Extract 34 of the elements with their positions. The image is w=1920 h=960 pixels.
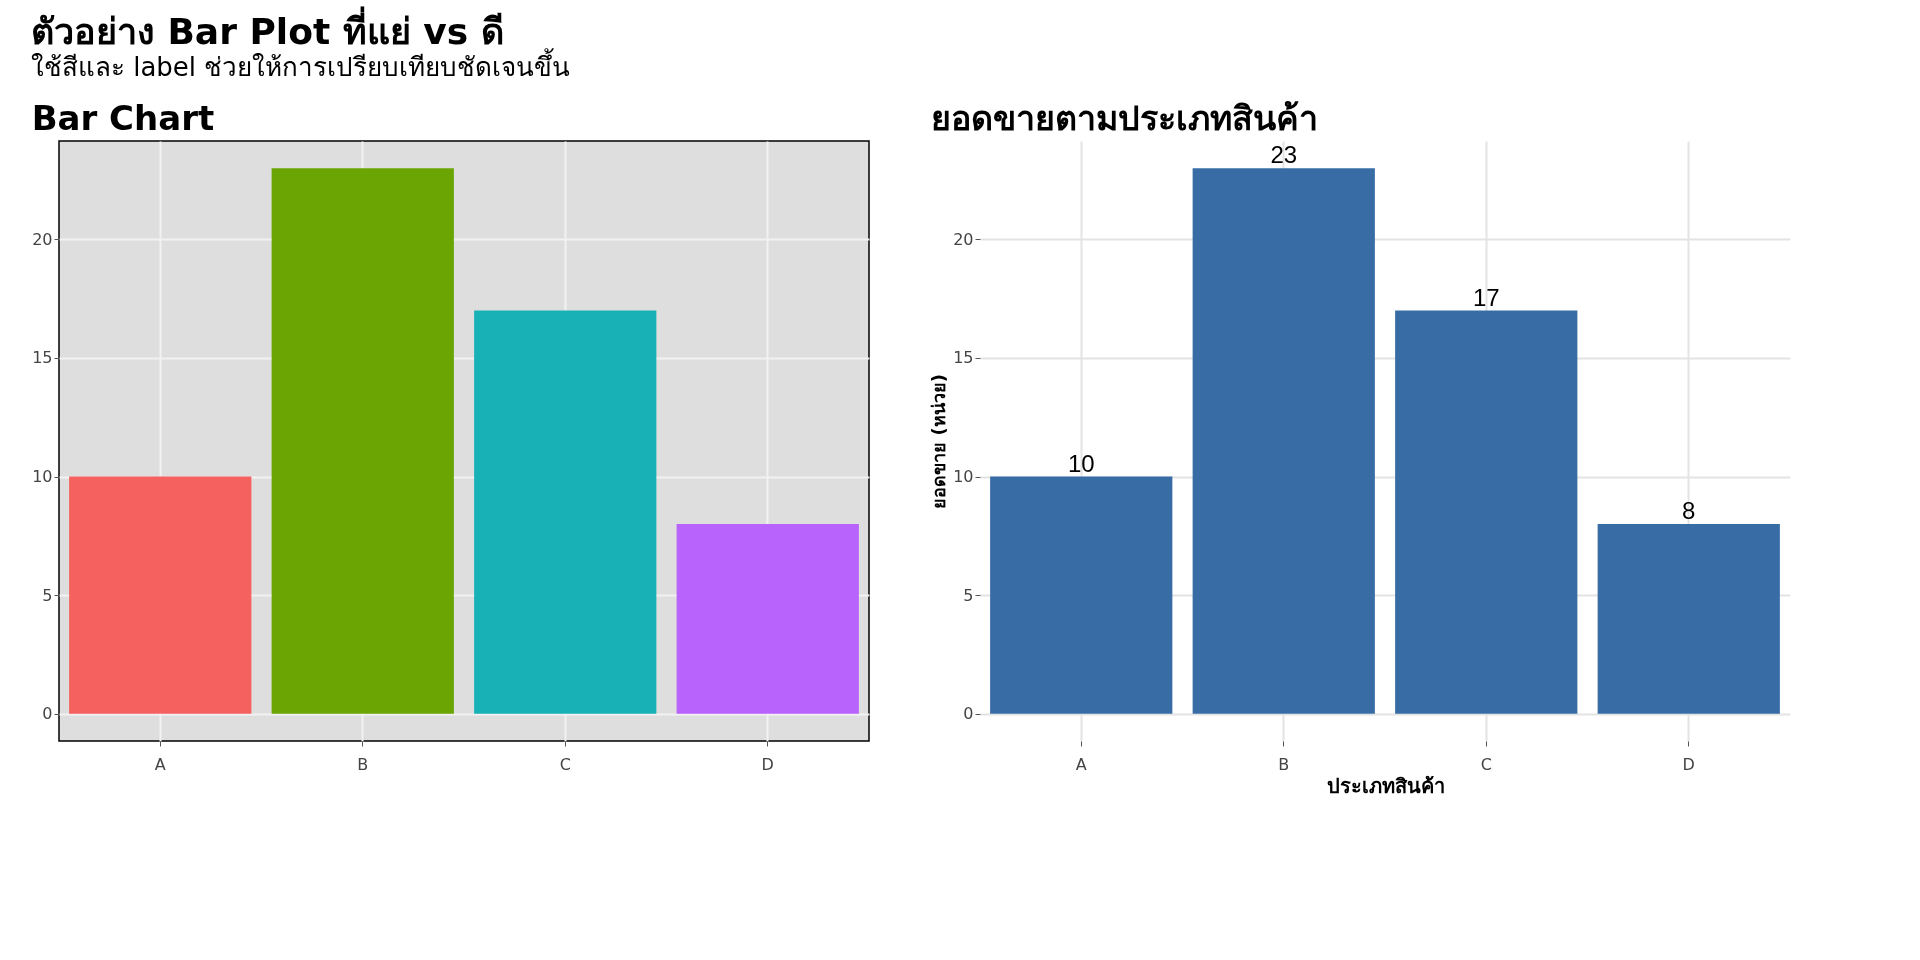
x-axis-title: ประเภทสินค้า <box>1326 773 1445 798</box>
y-tick-label: 15 <box>32 348 53 368</box>
y-tick-label: 10 <box>953 467 974 487</box>
bar <box>474 310 657 714</box>
x-tick-label: D <box>1682 754 1695 774</box>
x-tick-label: D <box>761 754 774 774</box>
data-label: 8 <box>1682 497 1696 524</box>
x-tick-label: B <box>357 754 369 774</box>
y-tick-label: 10 <box>32 467 53 487</box>
y-axis-title: ยอดขาย (หน่วย) <box>928 374 950 509</box>
y-tick-label: 0 <box>963 704 974 724</box>
x-tick-label: A <box>154 754 166 774</box>
chart-title: ยอดขายตามประเภทสินค้า <box>930 98 1318 138</box>
y-tick-label: 5 <box>42 585 53 605</box>
data-label: 10 <box>1067 449 1095 477</box>
y-tick-label: 15 <box>953 348 974 368</box>
bar <box>1597 524 1780 714</box>
bar <box>990 476 1173 714</box>
bar <box>271 168 454 714</box>
y-tick-label: 5 <box>963 585 974 605</box>
bar <box>69 476 252 714</box>
bar <box>1395 310 1578 714</box>
data-label: 23 <box>1270 141 1298 169</box>
bar <box>676 524 859 714</box>
bar <box>1192 168 1375 714</box>
data-label: 17 <box>1472 283 1500 311</box>
x-tick-label: A <box>1075 754 1087 774</box>
x-tick-label: C <box>1480 754 1492 774</box>
y-tick-label: 20 <box>32 229 53 249</box>
y-tick-label: 0 <box>42 704 53 724</box>
y-tick-label: 20 <box>953 229 974 249</box>
chart-title: Bar Chart <box>31 98 215 138</box>
x-tick-label: C <box>559 754 571 774</box>
x-tick-label: B <box>1278 754 1290 774</box>
